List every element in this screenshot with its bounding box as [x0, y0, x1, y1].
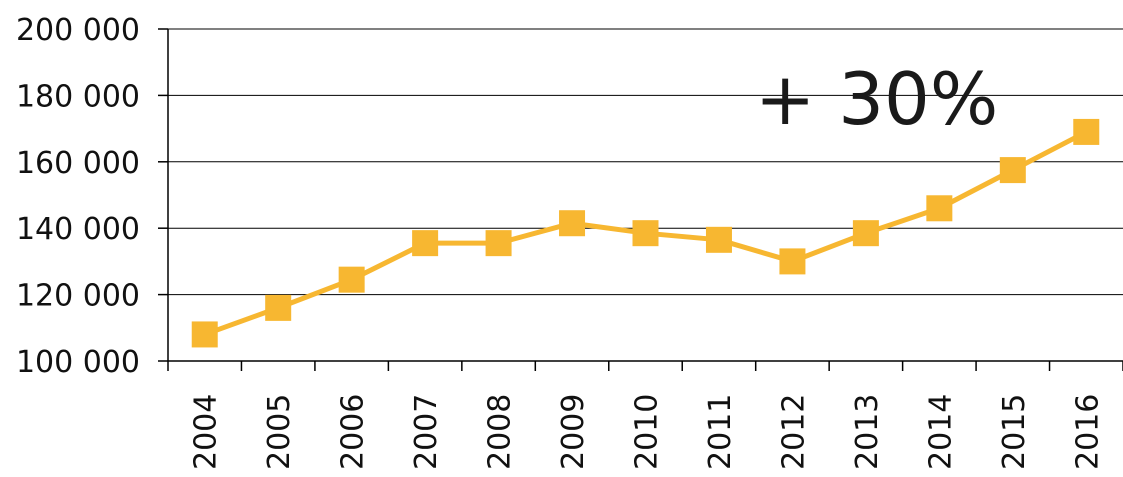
x-tick-label: 2007 [409, 394, 444, 470]
y-tick-label: 100 000 [16, 345, 140, 380]
x-tick-label: 2013 [850, 394, 885, 470]
y-tick-label: 140 000 [16, 212, 140, 247]
data-point-marker [265, 294, 292, 321]
x-tick-labels: 2004 2005 2006 2007 2008 2009 2010 2011 2012 2013… [189, 394, 1106, 470]
x-tick-label: 2015 [997, 394, 1032, 470]
series-markers [191, 118, 1100, 348]
y-tick-label: 120 000 [16, 279, 140, 314]
x-tick-label: 2006 [336, 394, 371, 470]
data-point-marker [852, 220, 879, 247]
growth-annotation: + 30% [755, 57, 998, 141]
data-point-marker [779, 248, 806, 275]
x-tick-label: 2009 [556, 394, 591, 470]
data-point-marker [412, 230, 439, 257]
data-point-marker [338, 266, 365, 293]
data-point-marker [999, 157, 1026, 184]
data-point-marker [705, 226, 732, 253]
data-point-marker [1073, 118, 1100, 145]
x-tick-label: 2016 [1070, 394, 1105, 470]
y-tick-labels: 100 000 120 000 140 000 160 000 180 000 200 0… [16, 13, 140, 380]
y-tick-label: 180 000 [16, 79, 140, 114]
data-point-marker [926, 195, 953, 222]
x-tick-label: 2011 [703, 394, 738, 470]
x-tick-label: 2010 [630, 394, 665, 470]
data-point-marker [559, 210, 586, 237]
x-tick-label: 2012 [776, 394, 811, 470]
gridlines [168, 28, 1123, 296]
data-point-marker [485, 230, 512, 257]
x-tick-label: 2014 [923, 394, 958, 470]
axes [158, 28, 1123, 371]
data-point-marker [632, 220, 659, 247]
x-tick-label: 2008 [483, 394, 518, 470]
y-tick-label: 200 000 [16, 13, 140, 48]
x-tick-label: 2005 [262, 394, 297, 470]
data-point-marker [191, 321, 218, 348]
y-tick-label: 160 000 [16, 146, 140, 181]
x-tick-label: 2004 [189, 394, 224, 470]
